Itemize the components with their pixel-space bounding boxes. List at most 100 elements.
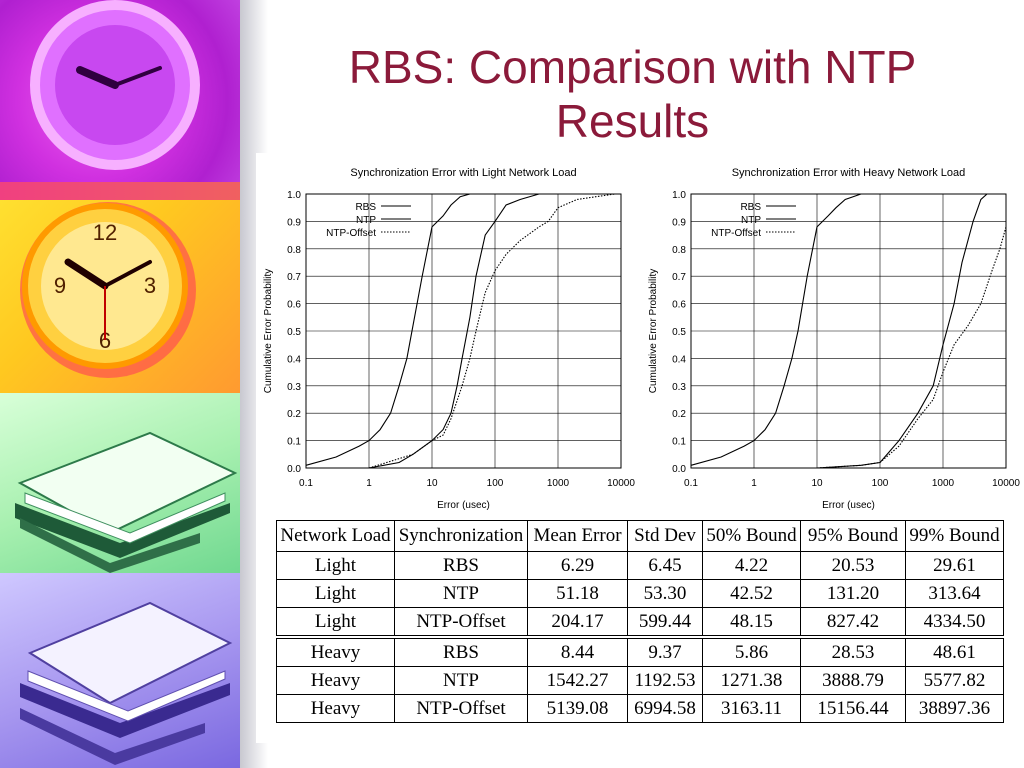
table-cell: 3888.79 xyxy=(800,666,906,695)
y-tick-label: 0.1 xyxy=(672,437,686,448)
table-cell: Heavy xyxy=(276,635,395,667)
charts-area: Synchronization Error with Light Network… xyxy=(263,167,1020,511)
y-tick-label: 0.6 xyxy=(672,300,686,311)
table-cell: NTP-Offset xyxy=(394,694,528,723)
x-tick-label: 100 xyxy=(487,478,504,489)
table-cell: 4334.50 xyxy=(905,607,1004,638)
table-row: Light NTP-Offset 204.17 599.44 48.15 827… xyxy=(276,607,1004,638)
table-cell: 53.30 xyxy=(627,579,703,608)
table-cell: 51.18 xyxy=(527,579,628,608)
clock-purple-icon xyxy=(30,0,200,170)
y-tick-label: 0.0 xyxy=(287,464,301,475)
y-tick-label: 0.7 xyxy=(672,272,686,283)
legend-label: RBS xyxy=(355,202,376,213)
table-cell: 599.44 xyxy=(627,607,703,638)
header-95-bound: 95% Bound xyxy=(800,520,906,552)
table-cell: Heavy xyxy=(276,694,395,723)
x-axis-label: Error (usec) xyxy=(437,500,490,511)
table-cell: 38897.36 xyxy=(905,694,1004,723)
table-cell: 204.17 xyxy=(527,607,628,638)
table-row: Heavy RBS 8.44 9.37 5.86 28.53 48.61 xyxy=(276,635,1004,667)
table-cell: Light xyxy=(276,607,395,638)
table-cell: 8.44 xyxy=(527,635,628,667)
table-cell: NTP-Offset xyxy=(394,607,528,638)
y-tick-label: 0.4 xyxy=(287,354,301,365)
y-tick-label: 0.7 xyxy=(287,272,301,283)
x-tick-label: 1000 xyxy=(547,478,570,489)
header-network-load: Network Load xyxy=(276,520,395,552)
x-tick-label: 1 xyxy=(366,478,372,489)
y-tick-label: 0.2 xyxy=(672,409,686,420)
legend-label: NTP-Offset xyxy=(326,228,376,239)
table-cell: 20.53 xyxy=(800,551,906,580)
x-tick-label: 0.1 xyxy=(299,478,313,489)
y-tick-label: 0.3 xyxy=(287,382,301,393)
table-cell: 29.61 xyxy=(905,551,1004,580)
plot-frame xyxy=(690,193,1007,469)
y-tick-label: 0.1 xyxy=(287,437,301,448)
series-line-ntp-offset xyxy=(691,226,1007,469)
series-line-ntp-offset xyxy=(306,193,615,469)
table-row: Light NTP 51.18 53.30 42.52 131.20 313.6… xyxy=(276,579,1004,608)
table-cell: Light xyxy=(276,579,395,608)
table-cell: 48.15 xyxy=(702,607,801,638)
table-header-row: Network Load Synchronization Mean Error … xyxy=(276,520,1004,552)
y-tick-label: 1.0 xyxy=(672,190,686,201)
header-std-dev: Std Dev xyxy=(627,520,703,552)
papers-green-icon xyxy=(15,431,238,573)
header-mean-error: Mean Error xyxy=(527,520,628,552)
clock-orange-panel: 12 3 6 9 xyxy=(0,200,240,393)
x-tick-label: 0.1 xyxy=(684,478,698,489)
y-tick-label: 0.8 xyxy=(672,245,686,256)
table-cell: 42.52 xyxy=(702,579,801,608)
table-row: Heavy NTP 1542.27 1192.53 1271.38 3888.7… xyxy=(276,666,1004,695)
table-cell: 9.37 xyxy=(627,635,703,667)
table-cell: NTP xyxy=(394,579,528,608)
table-cell: Heavy xyxy=(276,666,395,695)
y-tick-label: 0.4 xyxy=(672,354,686,365)
legend-label: RBS xyxy=(740,202,761,213)
results-table: Network Load Synchronization Mean Error … xyxy=(276,520,1004,723)
y-tick-label: 0.6 xyxy=(287,300,301,311)
plot-frame xyxy=(305,193,622,469)
table-cell: 5.86 xyxy=(702,635,801,667)
legend-label: NTP xyxy=(741,215,761,226)
x-tick-label: 10 xyxy=(811,478,823,489)
table-cell: 28.53 xyxy=(800,635,906,667)
table-cell: 6994.58 xyxy=(627,694,703,723)
x-tick-label: 1000 xyxy=(932,478,955,489)
y-tick-label: 0.3 xyxy=(672,382,686,393)
table-cell: 131.20 xyxy=(800,579,906,608)
chart-light: Synchronization Error with Light Network… xyxy=(263,167,635,511)
x-tick-label: 10 xyxy=(426,478,438,489)
series-line-rbs xyxy=(690,193,862,466)
papers-violet-panel xyxy=(0,573,240,768)
series-line-rbs xyxy=(305,193,471,466)
svg-text:9: 9 xyxy=(54,273,66,298)
clock-orange-icon: 12 3 6 9 xyxy=(20,202,196,378)
chart-heavy: Synchronization Error with Heavy Network… xyxy=(648,167,1020,511)
y-tick-label: 0.5 xyxy=(287,327,301,338)
table-cell: 5577.82 xyxy=(905,666,1004,695)
svg-text:3: 3 xyxy=(144,273,156,298)
decorative-strip: 12 3 6 9 xyxy=(0,0,244,768)
table-cell: Light xyxy=(276,551,395,580)
table-cell: 15156.44 xyxy=(800,694,906,723)
chart-title: Synchronization Error with Heavy Network… xyxy=(732,167,966,179)
x-tick-label: 1 xyxy=(751,478,757,489)
table-cell: 1542.27 xyxy=(527,666,628,695)
table-cell: NTP xyxy=(394,666,528,695)
series-line-ntp xyxy=(691,193,988,469)
chart-title: Synchronization Error with Light Network… xyxy=(350,167,576,179)
x-axis-label: Error (usec) xyxy=(822,500,875,511)
header-50-bound: 50% Bound xyxy=(702,520,801,552)
series-line-ntp xyxy=(306,193,540,469)
y-axis-label: Cumulative Error Probability xyxy=(648,269,659,394)
table-cell: 827.42 xyxy=(800,607,906,638)
table-cell: RBS xyxy=(394,635,528,667)
table-cell: RBS xyxy=(394,551,528,580)
table-row: Heavy NTP-Offset 5139.08 6994.58 3163.11… xyxy=(276,694,1004,723)
table-cell: 48.61 xyxy=(905,635,1004,667)
table-row: Light RBS 6.29 6.45 4.22 20.53 29.61 xyxy=(276,551,1004,580)
y-tick-label: 0.5 xyxy=(672,327,686,338)
